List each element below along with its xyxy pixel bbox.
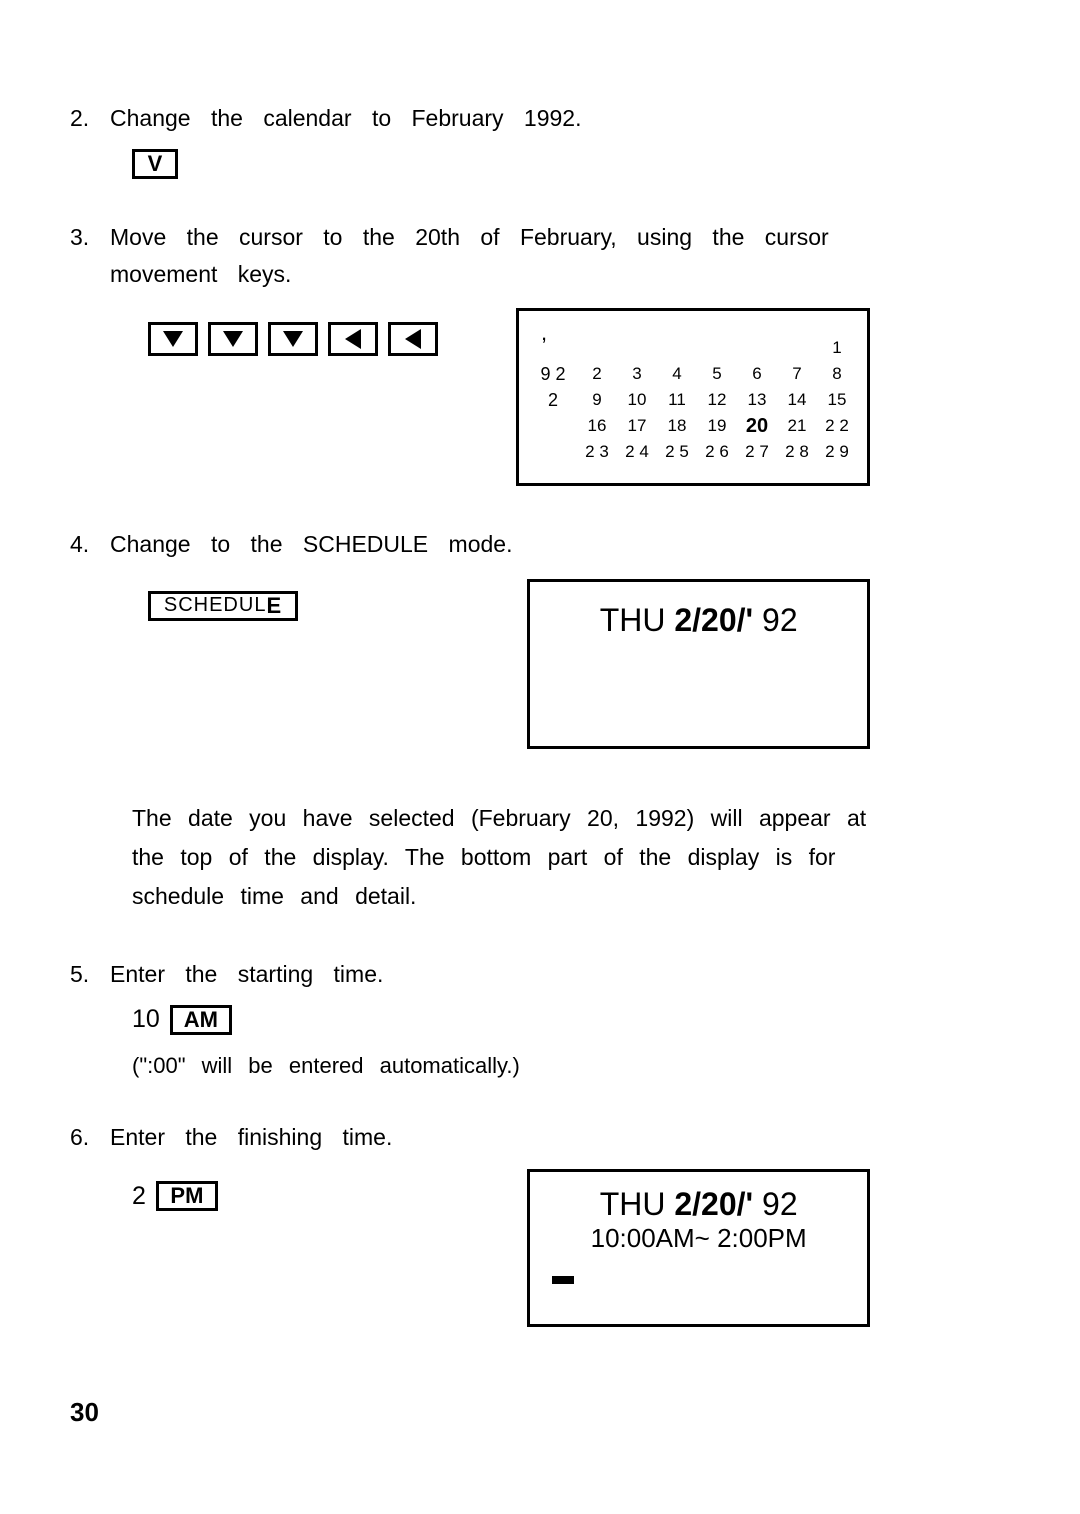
step-number: 4.	[70, 526, 110, 563]
cursor-keys-row	[148, 322, 516, 356]
lcd-date-line: THU 2/20/' 92	[544, 602, 853, 639]
step-text: Change the calendar to February 1992.	[110, 100, 870, 137]
left-key	[388, 322, 438, 356]
step-3: 3. Move the cursor to the 20th of Februa…	[70, 219, 870, 486]
schedule-key: SCHEDULE	[148, 591, 298, 621]
step-number: 3.	[70, 219, 110, 256]
explanation-paragraph: The date you have selected (February 20,…	[132, 799, 870, 916]
step-number: 6.	[70, 1119, 110, 1156]
manual-page: 2. Change the calendar to February 1992.…	[0, 0, 940, 1468]
schedule-display-1: THU 2/20/' 92	[527, 579, 870, 749]
down-key	[148, 322, 198, 356]
step-4: 4. Change to the SCHEDULE mode. SCHEDULE…	[70, 526, 870, 749]
down-key	[268, 322, 318, 356]
lcd-suffix: 92	[753, 602, 797, 638]
step-number: 5.	[70, 956, 110, 993]
schedule-key-text: SCHEDUL	[164, 594, 267, 617]
lcd-bold: 2/20/'	[674, 1186, 753, 1222]
step-text: Change to the SCHEDULE mode.	[110, 526, 870, 563]
pm-key: PM	[156, 1181, 218, 1211]
step-text: Enter the starting time.	[110, 956, 870, 993]
lcd-time-line: 10:00AM~ 2:00PM	[544, 1223, 853, 1254]
lcd-date-line: THU 2/20/' 92	[544, 1186, 853, 1223]
step-2: 2. Change the calendar to February 1992.…	[70, 100, 870, 179]
lcd-prefix: THU	[600, 1186, 675, 1222]
auto-note: (":00" will be entered automatically.)	[132, 1053, 870, 1079]
down-key	[208, 322, 258, 356]
value-10: 10	[132, 1005, 160, 1034]
v-key: V	[132, 149, 178, 179]
am-key: AM	[170, 1005, 232, 1035]
page-number: 30	[70, 1397, 870, 1428]
step-5: 5. Enter the starting time. 10 AM (":00"…	[70, 956, 870, 1079]
cursor-icon	[552, 1276, 574, 1284]
calendar-grid: 19 22345678291011121314151617181920212 2…	[529, 337, 857, 463]
step-number: 2.	[70, 100, 110, 137]
step-text: Enter the finishing time.	[110, 1119, 870, 1156]
lcd-bold: 2/20/'	[674, 602, 753, 638]
lcd-suffix: 92	[753, 1186, 797, 1222]
step-6: 6. Enter the finishing time. 2 PM THU 2/…	[70, 1119, 870, 1328]
calendar-display: , 19 22345678291011121314151617181920212…	[516, 308, 870, 485]
left-key	[328, 322, 378, 356]
lcd-prefix: THU	[600, 602, 675, 638]
value-2: 2	[132, 1182, 146, 1211]
step-text: Move the cursor to the 20th of February,…	[110, 219, 870, 293]
schedule-display-2: THU 2/20/' 92 10:00AM~ 2:00PM	[527, 1169, 870, 1327]
